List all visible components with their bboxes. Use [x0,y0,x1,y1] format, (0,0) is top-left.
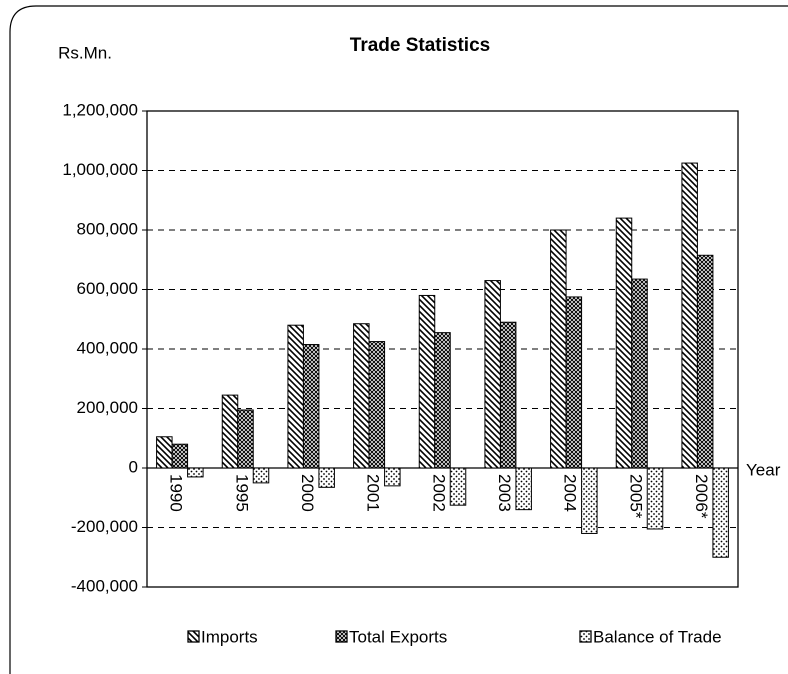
x-tick-label: 2003 [495,474,514,512]
chart-title: Trade Statistics [350,35,490,56]
x-tick-label: 2002 [429,474,448,512]
x-axis-label: Year [746,460,781,479]
bar [221,394,239,469]
bar [550,229,567,469]
bar [484,280,501,469]
x-tick-label: 1995 [232,474,251,512]
bar [696,254,714,469]
y-tick-label: 1,000,000 [62,160,138,179]
bar [646,467,664,530]
bar [712,467,729,558]
bar [384,467,401,487]
bar [302,344,320,469]
bar [252,467,270,484]
bar [681,162,698,469]
legend-label: Balance of Trade [593,627,722,646]
y-tick-label: 400,000 [77,338,138,357]
x-tick-label: 2004 [561,474,580,512]
y-tick-label: -200,000 [71,517,138,536]
bar [171,443,189,469]
bar [287,324,304,469]
y-tick-label: -400,000 [71,576,138,595]
x-tick-label: 2000 [298,474,317,512]
bar [353,323,370,469]
x-tick-label: 1990 [167,474,186,512]
x-tick-label: 2006* [692,474,711,519]
bar [631,278,648,469]
bar [418,294,436,469]
x-tick-label: 2005* [626,474,645,519]
y-tick-label: 200,000 [77,398,138,417]
legend-label: Total Exports [349,627,447,646]
chart-frame [9,5,788,674]
bar [187,467,204,478]
bar [156,436,173,469]
y-tick-label: 600,000 [77,279,138,298]
y-tick-label: 1,200,000 [62,100,138,119]
y-axis-label: Rs.Mn. [58,43,112,62]
legend-swatch [335,630,348,643]
legend-swatch [579,630,592,643]
y-tick-label: 800,000 [77,219,138,238]
plot-frame [146,110,739,588]
x-tick-label: 2001 [364,474,383,512]
legend-swatch [187,630,200,643]
bar [581,467,598,534]
y-tick-label: 0 [129,457,138,476]
bar [434,332,451,469]
bar [499,321,517,469]
bar [515,467,532,511]
bar [237,409,254,469]
legend-label: Imports [201,627,258,646]
bar [449,467,467,506]
bar [318,467,335,488]
bar [615,217,633,469]
bar [565,296,583,469]
bar [368,341,386,469]
